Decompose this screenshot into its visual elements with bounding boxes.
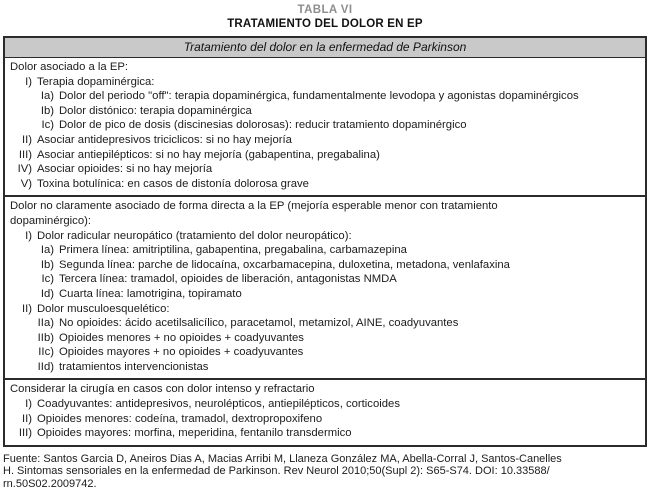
table-header: Tratamiento del dolor en la enfermedad d… [5, 38, 645, 58]
table-line: Considerar la cirugía en casos con dolor… [8, 382, 643, 397]
line-marker: Ic) [41, 273, 54, 286]
line-marker: Ia) [40, 244, 54, 257]
line-marker: Id) [40, 287, 54, 300]
citation-line: rn.50S02.2009742. [3, 477, 97, 490]
table-line: IIc) Opioides mayores + no opioides + coa… [8, 345, 643, 360]
table-line: Dolor no claramente asociado de forma di… [8, 199, 643, 214]
line-text: Tercera línea: tramadol, opioides de lib… [59, 273, 397, 286]
table-line: IIb) Opioides menores + no opioides + coa… [8, 331, 643, 346]
line-text: Dolor radicular neuropático (tratamiento… [37, 229, 352, 242]
line-text: Considerar la cirugía en casos con dolor… [10, 383, 315, 396]
table-line: dopaminérgico): [8, 214, 643, 229]
table-line: Ib) Segunda línea: parche de lidocaína, o… [8, 258, 643, 273]
table-number: TABLA VI [297, 4, 353, 16]
table-line: II) Opioides menores: codeína, tramadol, … [8, 412, 643, 427]
table-line: I) Dolor radicular neuropático (tratamien… [8, 229, 643, 244]
line-text: Segunda línea: parche de lidocaína, oxca… [59, 258, 510, 271]
line-marker: III) [18, 427, 32, 440]
line-marker: IId) [37, 360, 54, 373]
line-text: Coadyuvantes: antidepresivos, neurolépti… [37, 398, 400, 411]
line-text: Opioides menores: codeína, tramadol, dex… [37, 412, 323, 425]
line-marker: Ib) [40, 258, 54, 271]
line-text: tratamientos intervencionistas [59, 360, 209, 373]
line-text: Cuarta línea: lamotrigina, topiramato [59, 287, 242, 300]
table-section: Dolor asociado a la EP: I) Terapia dopamin… [5, 58, 645, 195]
line-marker: Ia) [40, 90, 54, 103]
line-marker: IIb) [37, 331, 54, 344]
table-section: Considerar la cirugía en casos con dolor… [5, 378, 645, 444]
line-text: Asociar antidepresivos triciclicos: si n… [37, 133, 292, 146]
line-marker: II) [21, 412, 32, 425]
line-text: Dolor musculoesquelético: [37, 302, 170, 315]
line-text: No opioides: ácido acetilsalicílico, par… [59, 317, 459, 330]
line-text: Toxina botulínica: en casos de distonía … [37, 177, 309, 190]
line-text: Terapia dopaminérgica: [37, 75, 155, 88]
line-text: Dolor de pico de dosis (discinesias dolo… [59, 119, 467, 132]
line-text: dopaminérgico): [10, 214, 92, 227]
table-caption: TABLA VI TRATAMIENTO DEL DOLOR EN EP [0, 0, 650, 32]
table-line: Ia) Dolor del periodo "off": terapia dopa… [8, 89, 643, 104]
line-marker: I) [25, 398, 32, 411]
table-line: Ia) Primera línea: amitriptilina, gabapen… [8, 243, 643, 258]
line-marker: IIc) [38, 346, 54, 359]
line-marker: Ib) [40, 104, 54, 117]
table-line: Dolor asociado a la EP: [8, 60, 643, 75]
table-line: III) Opioides mayores: morfina, meperidin… [8, 426, 643, 441]
table-section: Dolor no claramente asociado de forma di… [5, 195, 645, 378]
table-line: V) Toxina botulínica: en casos de distoní… [8, 177, 643, 192]
table-line: IV) Asociar opioides: si no hay mejoría [8, 162, 643, 177]
line-marker: I) [25, 229, 32, 242]
line-text: Asociar antiepilépticos: si no hay mejor… [37, 148, 380, 161]
table-line: III) Asociar antiepilépticos: si no hay m… [8, 148, 643, 163]
table-line: I) Coadyuvantes: antidepresivos, neurolép… [8, 397, 643, 412]
table-line: IId) tratamientos intervencionistas [8, 360, 643, 375]
line-text: Opioides menores + no opioides + coadyuv… [59, 331, 304, 344]
line-text: Opioides mayores + no opioides + coadyuv… [59, 346, 304, 359]
line-text: Dolor distónico: terapia dopaminérgica [59, 104, 252, 117]
line-marker: I) [25, 75, 32, 88]
table-line: II) Dolor musculoesquelético: [8, 302, 643, 317]
table-line: Ib) Dolor distónico: terapia dopaminérgic… [8, 104, 643, 119]
line-marker: IIa) [37, 317, 54, 330]
line-text: Opioides mayores: morfina, meperidina, f… [37, 427, 352, 440]
line-text: Dolor no claramente asociado de forma di… [10, 200, 498, 213]
line-text: Dolor asociado a la EP: [10, 61, 129, 73]
table-line: IIa) No opioides: ácido acetilsalicílico,… [8, 316, 643, 331]
line-marker: IV) [17, 163, 32, 176]
table-line: Ic) Tercera línea: tramadol, opioides de … [8, 272, 643, 287]
line-text: Dolor del periodo "off": terapia dopamin… [59, 90, 579, 103]
table-line: I) Terapia dopaminérgica: [8, 75, 643, 90]
table-line: Id) Cuarta línea: lamotrigina, topiramato [8, 287, 643, 302]
line-marker: V) [20, 177, 32, 190]
table-line: II) Asociar antidepresivos triciclicos: s… [8, 133, 643, 148]
table-line: Ic) Dolor de pico de dosis (discinesias d… [8, 118, 643, 133]
table-body: Dolor asociado a la EP: I) Terapia dopamin… [5, 58, 645, 445]
pain-treatment-table: Tratamiento del dolor en la enfermedad d… [3, 36, 647, 447]
line-marker: II) [21, 302, 32, 315]
line-marker: Ic) [41, 119, 54, 132]
line-marker: II) [21, 133, 32, 146]
source-citation: Fuente: Santos Garcia D, Aneiros Dias A,… [3, 453, 647, 490]
citation-line: Fuente: Santos Garcia D, Aneiros Dias A,… [3, 452, 562, 465]
line-marker: III) [18, 148, 32, 161]
page-title: TRATAMIENTO DEL DOLOR EN EP [227, 18, 423, 30]
line-text: Primera línea: amitriptilina, gabapentin… [59, 244, 407, 257]
line-text: Asociar opioides: si no hay mejoría [37, 163, 213, 176]
citation-line: H. Sintomas sensoriales en la enfermedad… [3, 465, 550, 478]
